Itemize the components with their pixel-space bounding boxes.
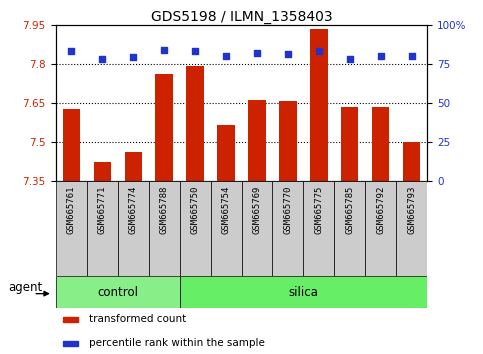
Text: GSM665792: GSM665792 [376, 185, 385, 234]
Bar [186, 66, 203, 181]
Text: GSM665769: GSM665769 [253, 185, 261, 234]
Title: GDS5198 / ILMN_1358403: GDS5198 / ILMN_1358403 [151, 10, 332, 24]
Bar [125, 152, 142, 181]
Bar [397, 181, 427, 276]
Point [129, 55, 137, 60]
Bar [403, 142, 421, 181]
Bar [117, 181, 149, 276]
Text: GSM665754: GSM665754 [222, 185, 230, 234]
Bar [217, 125, 235, 181]
Text: GSM665775: GSM665775 [314, 185, 324, 234]
Bar [242, 181, 272, 276]
Text: GSM665793: GSM665793 [408, 185, 416, 234]
Text: GSM665771: GSM665771 [98, 185, 107, 234]
Point [408, 53, 416, 59]
Text: GSM665785: GSM665785 [345, 185, 355, 234]
Text: GSM665770: GSM665770 [284, 185, 293, 234]
Text: agent: agent [8, 281, 43, 294]
Bar [86, 181, 117, 276]
Bar [334, 181, 366, 276]
Bar [149, 181, 180, 276]
Bar [62, 109, 80, 181]
Point [191, 48, 199, 54]
Bar [156, 74, 172, 181]
Bar [180, 181, 211, 276]
Bar [56, 181, 86, 276]
Point [284, 52, 292, 57]
Point [160, 47, 168, 52]
Text: GSM665788: GSM665788 [159, 185, 169, 234]
Point [377, 53, 385, 59]
Point [98, 56, 106, 62]
Text: percentile rank within the sample: percentile rank within the sample [89, 338, 265, 348]
Point [346, 56, 354, 62]
Bar [372, 107, 389, 181]
Bar [366, 181, 397, 276]
Bar [341, 107, 358, 181]
Bar [311, 29, 327, 181]
Point [67, 48, 75, 54]
Text: GSM665774: GSM665774 [128, 185, 138, 234]
Point [253, 50, 261, 56]
Bar [211, 181, 242, 276]
Bar [63, 341, 78, 346]
Bar [56, 276, 180, 308]
Bar [272, 181, 303, 276]
Bar [303, 181, 334, 276]
Bar [248, 100, 266, 181]
Text: GSM665761: GSM665761 [67, 185, 75, 234]
Text: silica: silica [288, 286, 318, 298]
Bar [180, 276, 427, 308]
Bar [63, 317, 78, 322]
Text: GSM665750: GSM665750 [190, 185, 199, 234]
Text: transformed count: transformed count [89, 314, 186, 325]
Text: control: control [97, 286, 138, 298]
Point [315, 48, 323, 54]
Point [222, 53, 230, 59]
Bar [280, 101, 297, 181]
Bar [94, 162, 111, 181]
